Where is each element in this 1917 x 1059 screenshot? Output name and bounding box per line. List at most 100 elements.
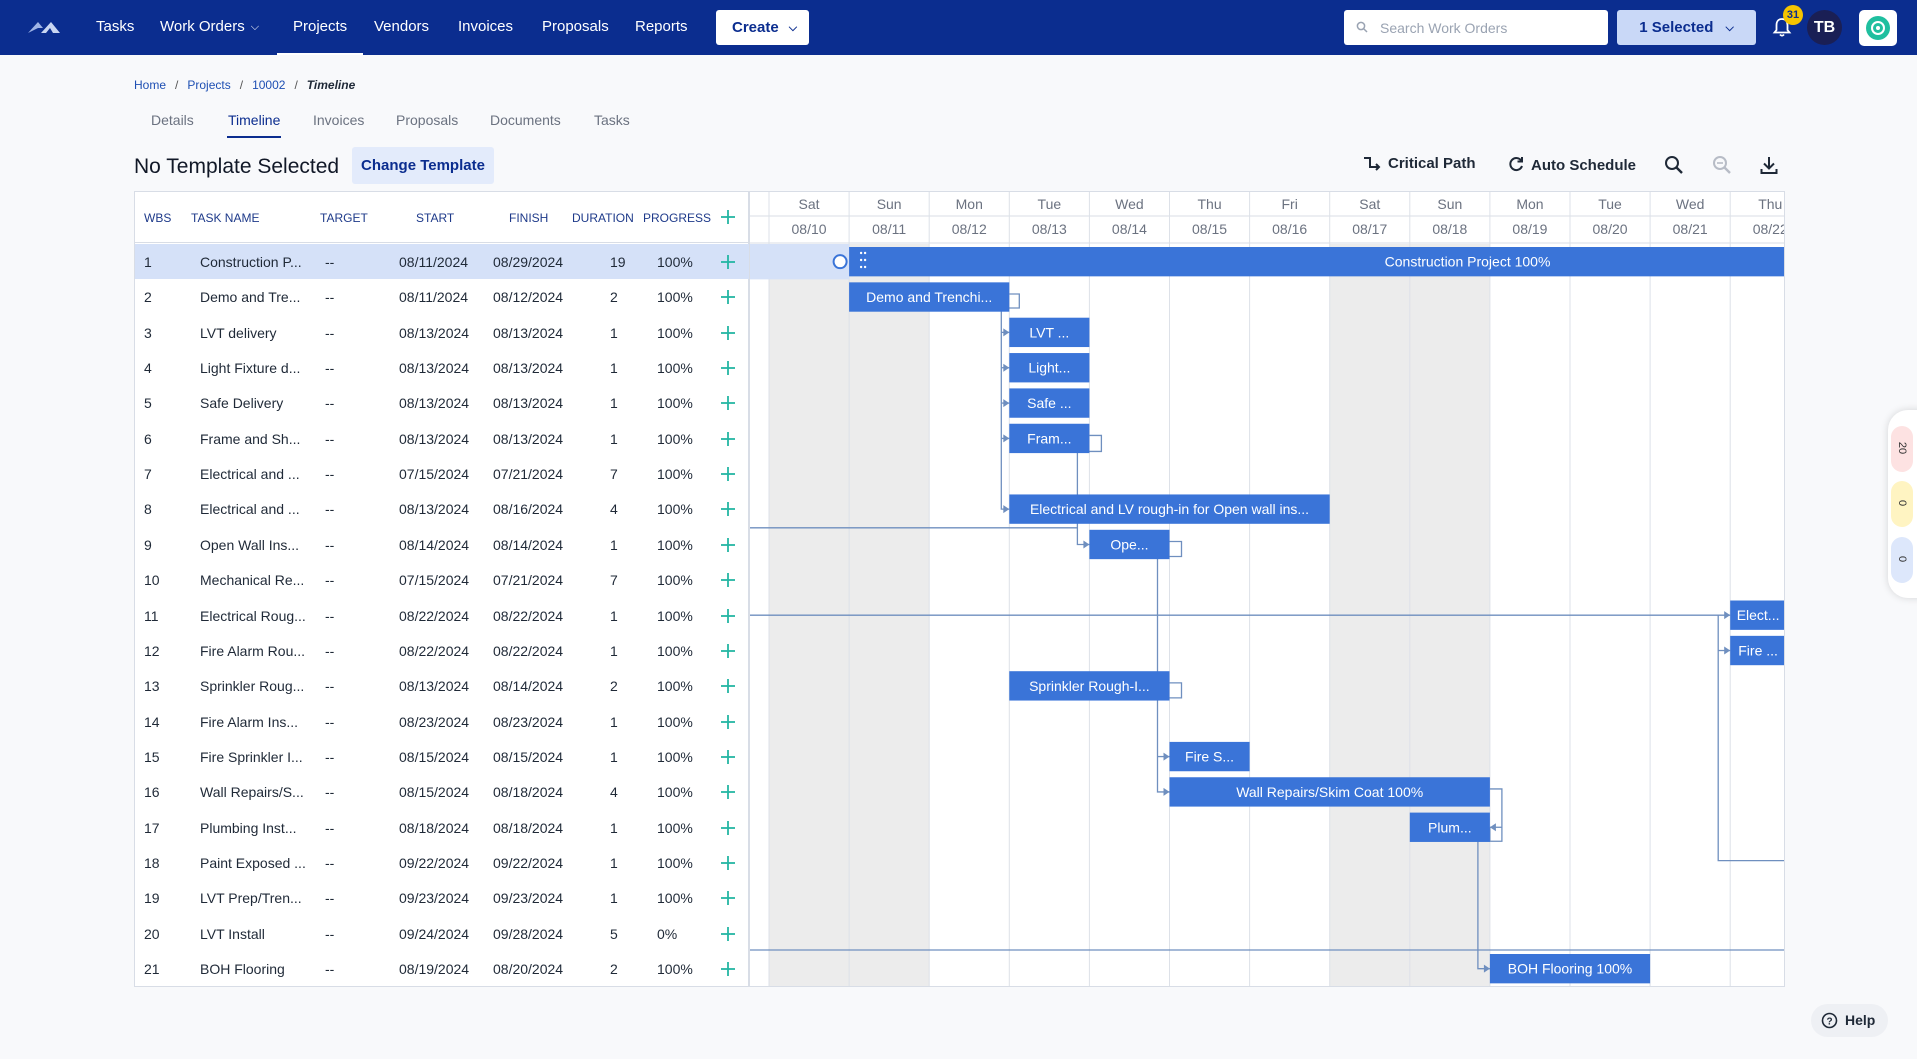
side-count-pill[interactable]: 0 [1891,537,1913,583]
table-row[interactable]: 19 LVT Prep/Tren... -- 09/23/2024 09/23/2024… [135,880,750,915]
add-subtask-icon[interactable] [720,855,736,871]
breadcrumb-project-id[interactable]: 10002 [252,78,286,92]
zoom-out-icon[interactable] [1711,154,1733,176]
help-button[interactable]: Help [1811,1004,1888,1037]
table-row[interactable]: 5 Safe Delivery -- 08/13/2024 08/13/2024 1 100… [135,385,750,420]
nav-tasks[interactable]: Tasks [96,18,135,35]
add-subtask-icon[interactable] [720,325,736,341]
tab-timeline[interactable]: Timeline [227,112,282,138]
table-row[interactable]: 15 Fire Sprinkler I... -- 08/15/2024 08/15/2… [135,739,750,774]
side-count-pill[interactable]: 20 [1891,426,1913,472]
add-subtask-icon[interactable] [720,431,736,447]
task-bar[interactable] [1409,812,1490,842]
zoom-in-icon[interactable] [1663,154,1685,176]
change-template-button[interactable]: Change Template [352,147,494,184]
column-header-finish[interactable]: FINISH [509,211,549,225]
create-button[interactable]: Create ⌵ [716,10,809,45]
table-row[interactable]: 18 Paint Exposed ... -- 09/22/2024 09/22/202… [135,845,750,880]
breadcrumb-home[interactable]: Home [134,78,167,92]
add-subtask-icon[interactable] [720,501,736,517]
app-switcher-button[interactable] [1859,10,1897,46]
task-bar[interactable] [849,282,1010,312]
add-subtask-icon[interactable] [720,395,736,411]
tab-details[interactable]: Details [151,112,194,128]
add-task-icon[interactable] [720,209,736,225]
column-header-task-name[interactable]: TASK NAME [191,211,260,225]
add-subtask-icon[interactable] [720,890,736,906]
add-subtask-icon[interactable] [720,537,736,553]
drag-handle-dot[interactable] [859,258,863,262]
link-handle-icon[interactable] [832,254,848,270]
tab-documents[interactable]: Documents [490,112,561,128]
table-row[interactable]: 13 Sprinkler Roug... -- 08/13/2024 08/14/202… [135,668,750,703]
task-bar[interactable] [1169,741,1250,772]
task-bar[interactable] [1009,423,1090,454]
add-subtask-icon[interactable] [720,749,736,765]
table-row[interactable]: 7 Electrical and ... -- 07/15/2024 07/21/202… [135,456,750,491]
drag-handle-dot[interactable] [863,251,867,255]
drag-handle-dot[interactable] [859,265,863,269]
table-row[interactable]: 20 LVT Install -- 09/24/2024 09/28/2024 5 0% [135,916,750,951]
tab-tasks[interactable]: Tasks [594,112,630,128]
avatar[interactable]: TB [1807,10,1842,45]
table-row[interactable]: 16 Wall Repairs/S... -- 08/15/2024 08/18/202… [135,774,750,809]
table-row[interactable]: 6 Frame and Sh... -- 08/13/2024 08/13/2024 1 1… [135,421,750,456]
side-count-pill[interactable]: 0 [1891,481,1913,527]
nav-proposals[interactable]: Proposals [542,18,609,35]
task-bar[interactable] [1730,635,1785,666]
breadcrumb-projects[interactable]: Projects [187,78,231,92]
table-row[interactable]: 9 Open Wall Ins... -- 08/14/2024 08/14/2024 1… [135,527,750,562]
critical-path-button[interactable]: Critical Path [1362,155,1476,172]
add-subtask-icon[interactable] [720,784,736,800]
table-row[interactable]: 3 LVT delivery -- 08/13/2024 08/13/2024 1 100% [135,315,750,350]
column-header-progress[interactable]: PROGRESS [643,211,712,225]
add-subtask-icon[interactable] [720,572,736,588]
app-logo-icon[interactable] [26,19,62,35]
add-subtask-icon[interactable] [720,714,736,730]
drag-handle-dot[interactable] [863,265,867,269]
add-subtask-icon[interactable] [720,254,736,270]
drag-handle-dot[interactable] [859,251,863,255]
task-bar[interactable] [1489,954,1651,984]
task-bar[interactable] [1169,777,1490,807]
table-row[interactable]: 2 Demo and Tre... -- 08/11/2024 08/12/2024 2 1… [135,279,750,314]
search-input[interactable] [1380,10,1600,45]
tab-invoices[interactable]: Invoices [313,112,365,128]
nav-work-orders[interactable]: Work Orders ⌵ [160,0,259,55]
add-subtask-icon[interactable] [720,678,736,694]
table-row[interactable]: 1 Construction P... -- 08/11/2024 08/29/2024… [135,244,750,279]
table-row[interactable]: 14 Fire Alarm Ins... -- 08/23/2024 08/23/202… [135,704,750,739]
add-subtask-icon[interactable] [720,608,736,624]
task-bar[interactable] [1730,600,1785,630]
task-bar[interactable] [1089,529,1170,560]
table-row[interactable]: 11 Electrical Roug... -- 08/22/2024 08/22/20… [135,598,750,633]
task-bar[interactable] [849,247,1785,277]
add-subtask-icon[interactable] [720,961,736,977]
add-subtask-icon[interactable] [720,926,736,942]
add-subtask-icon[interactable] [720,643,736,659]
drag-handle-dot[interactable] [863,258,867,262]
add-subtask-icon[interactable] [720,466,736,482]
task-bar[interactable] [1009,353,1090,383]
table-row[interactable]: 17 Plumbing Inst... -- 08/18/2024 08/18/2024… [135,810,750,845]
add-subtask-icon[interactable] [720,820,736,836]
table-row[interactable]: 8 Electrical and ... -- 08/13/2024 08/16/202… [135,491,750,526]
auto-schedule-button[interactable]: Auto Schedule [1507,155,1636,174]
nav-invoices[interactable]: Invoices [458,18,514,35]
table-row[interactable]: 4 Light Fixture d... -- 08/13/2024 08/13/202… [135,350,750,385]
task-bar[interactable] [1009,317,1090,348]
add-subtask-icon[interactable] [720,289,736,305]
table-row[interactable]: 10 Mechanical Re... -- 07/15/2024 07/21/2024… [135,562,750,597]
task-bar[interactable] [1009,494,1330,524]
column-header-start[interactable]: START [416,211,455,225]
column-header-wbs[interactable]: WBS [144,211,172,225]
add-subtask-icon[interactable] [720,360,736,376]
tab-proposals[interactable]: Proposals [396,112,459,128]
selection-dropdown[interactable]: 1 Selected ⌵ [1617,10,1756,45]
table-row[interactable]: 21 BOH Flooring -- 08/19/2024 08/20/2024 2 100… [135,951,750,986]
download-icon[interactable] [1758,154,1780,176]
nav-projects[interactable]: Projects [277,0,364,55]
column-header-duration[interactable]: DURATION [572,211,634,225]
task-bar[interactable] [1009,671,1170,701]
task-bar[interactable] [1009,388,1090,418]
